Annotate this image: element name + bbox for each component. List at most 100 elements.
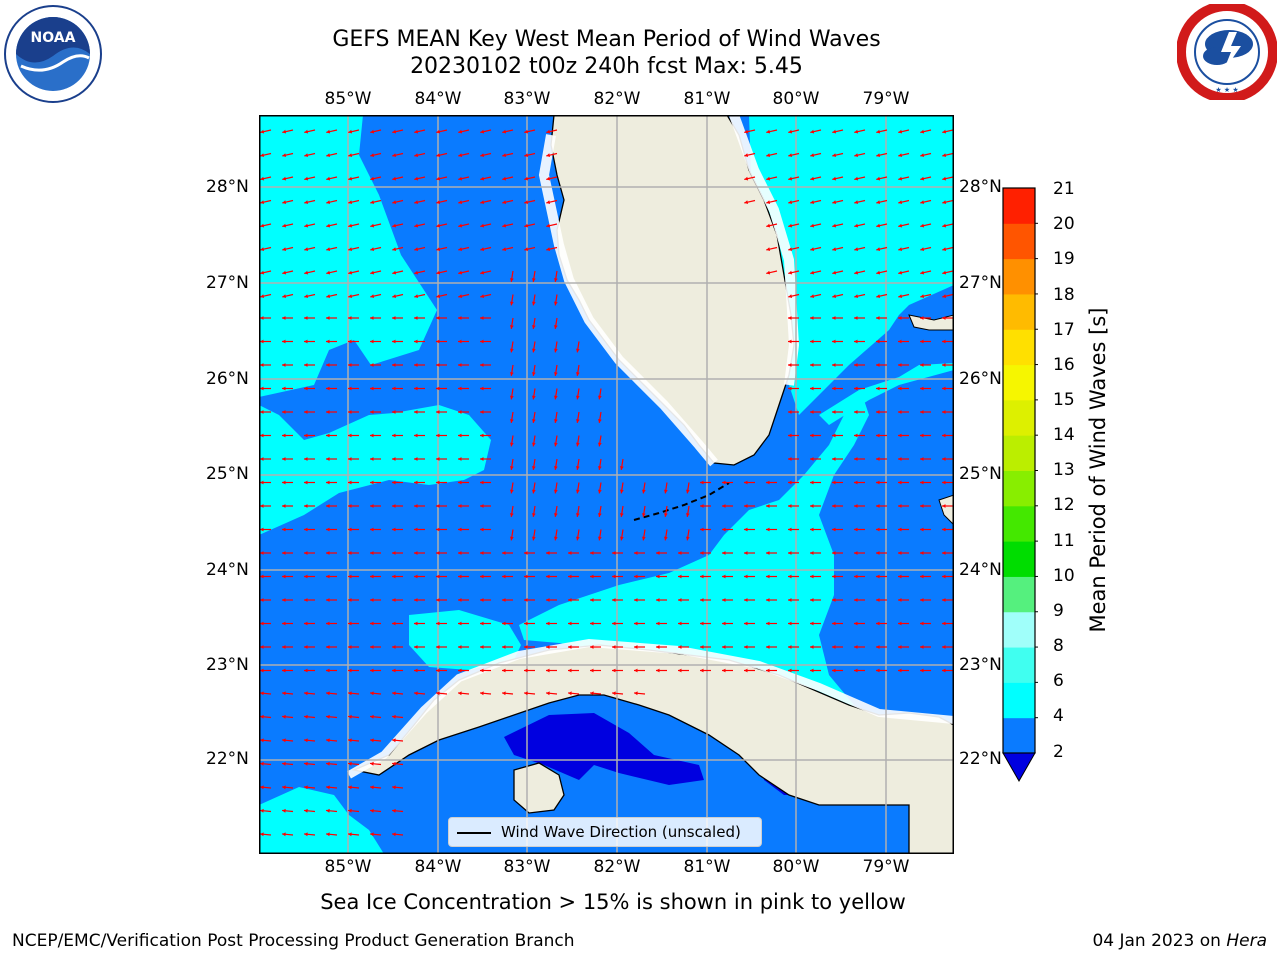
wave-arrow-head [304, 153, 309, 158]
wave-arrow-head [810, 294, 815, 299]
wave-arrow-head [788, 316, 792, 320]
wave-arrow-head [282, 480, 286, 485]
wave-arrow-head [810, 129, 815, 134]
deep-blue-cuba-bay [504, 713, 704, 785]
wave-arrow-head [568, 621, 572, 626]
wave-arrow-head [898, 129, 903, 134]
wave-arrow-head [531, 325, 536, 329]
wave-arrow-head [788, 339, 792, 344]
wave-arrow-head [590, 691, 594, 696]
colorbar-band [1003, 505, 1035, 542]
lon-label-bottom-79w: 79°W [862, 857, 910, 877]
wave-arrow-head [458, 574, 462, 579]
wave-arrow-head [788, 153, 793, 158]
wave-arrow-head [260, 551, 264, 555]
wave-arrow-head [480, 129, 485, 134]
wave-arrow-head [810, 270, 815, 275]
wave-arrow-head [509, 372, 514, 376]
wave-arrow-head [898, 200, 903, 205]
wave-arrow-head [392, 386, 396, 391]
wave-arrow-head [282, 621, 286, 626]
wave-arrow-head [766, 668, 770, 673]
wave-arrow-head [260, 223, 265, 228]
wave-arrow-head [480, 294, 485, 299]
wave-arrow-head [436, 176, 441, 181]
colorbar-band [1003, 258, 1035, 295]
wave-arrow-head [304, 247, 309, 252]
wave-arrow-head [854, 223, 859, 228]
wave-arrow-head [480, 200, 485, 205]
lat-label-left-28n: 28°N [206, 177, 249, 197]
wave-arrow-head [282, 504, 286, 508]
wave-arrow-head [458, 480, 462, 485]
wave-arrow-head [260, 363, 264, 367]
wave-arrow-head [509, 489, 514, 494]
wave-arrow-head [524, 247, 529, 252]
wave-arrow-head [854, 621, 858, 626]
wave-arrow-head [590, 551, 594, 555]
wave-arrow-head [832, 176, 837, 181]
wave-arrow-head [876, 176, 881, 181]
wave-arrow-head [854, 339, 858, 344]
wave-arrow-head [458, 668, 462, 673]
cbar-tick-14: 14 [1053, 425, 1075, 445]
wave-arrow-head [458, 176, 463, 181]
cyan-region-south [409, 610, 521, 670]
wave-arrow-head [370, 386, 374, 391]
wave-arrow-head [304, 480, 308, 485]
wave-arrow-head [876, 363, 880, 367]
legend-label: Wind Wave Direction (unscaled) [501, 823, 741, 841]
wave-arrow-head [656, 668, 660, 673]
wave-arrow-head [788, 247, 793, 252]
wave-arrow-head [370, 808, 374, 813]
wave-arrow-head [326, 714, 330, 719]
wave-arrow-head [524, 668, 528, 673]
lat-label-left-23n: 23°N [206, 655, 249, 675]
wave-arrow-head [326, 480, 330, 485]
cyan-region-sw [259, 787, 384, 854]
wave-arrow-head [326, 129, 331, 134]
wave-arrow-head [480, 645, 484, 649]
wave-arrow-head [436, 645, 440, 649]
wave-arrow-head [942, 129, 947, 134]
wave-arrow-head [480, 574, 484, 579]
wave-arrow-head [282, 832, 286, 837]
wave-arrow-head [370, 761, 374, 766]
wave-arrow-head [392, 714, 396, 719]
wave-arrow-head [766, 645, 770, 649]
wave-arrow-head [260, 808, 264, 813]
wave-arrow-head [810, 363, 814, 367]
wave-arrow-head [744, 129, 749, 134]
wave-arrow-head [348, 363, 352, 367]
wave-arrow-head [414, 551, 418, 555]
wave-arrow-head [326, 386, 330, 391]
wave-arrow-head [832, 457, 836, 461]
wave-arrow-head [260, 668, 264, 673]
wave-arrow-head [788, 504, 792, 508]
wave-arrow-head [282, 316, 286, 320]
wave-arrow-head [348, 270, 353, 275]
wave-arrow-head [370, 621, 374, 626]
wave-arrow-head [392, 433, 396, 438]
wave-arrow-head [414, 691, 418, 696]
wave-arrow-head [304, 668, 308, 673]
wave-arrow-head [524, 129, 529, 134]
wave-arrow-head [656, 598, 660, 602]
wave-arrow-head [414, 247, 419, 252]
wave-arrow-head [876, 668, 880, 673]
wave-arrow-head [524, 223, 529, 228]
wave-arrow-head [480, 153, 485, 158]
wave-arrow-head [370, 480, 374, 485]
wave-arrow-head [832, 223, 837, 228]
wave-arrow-head [744, 551, 748, 555]
wave-arrow-head [942, 433, 946, 438]
wave-arrow-head [480, 176, 485, 181]
wave-arrow-head [810, 410, 814, 414]
colorbar-band [1003, 576, 1035, 613]
wave-arrow-head [509, 513, 514, 517]
lat-label-right-26n: 26°N [959, 369, 1002, 389]
wave-arrow-head [480, 339, 484, 344]
wave-arrow-head [436, 480, 440, 485]
wave-arrow-head [414, 598, 418, 602]
wave-arrow-head [876, 153, 881, 158]
